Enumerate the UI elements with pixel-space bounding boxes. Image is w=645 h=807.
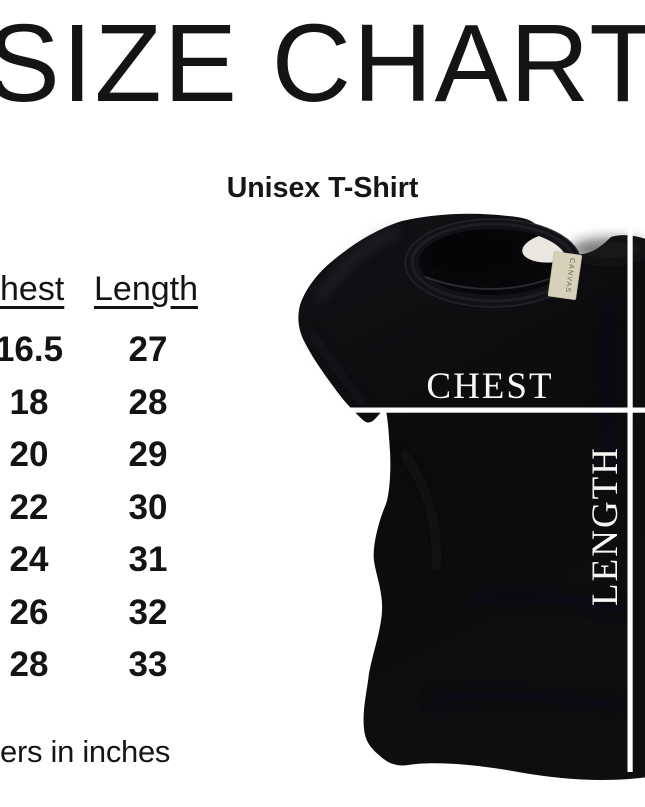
brand-tag-text: CANVAS xyxy=(564,257,576,293)
chest-measure-line xyxy=(336,407,645,413)
collar-brand-tag: CANVAS xyxy=(547,251,583,300)
collar: CANVAS xyxy=(404,218,583,308)
length-measure-line xyxy=(627,226,633,772)
length-value: 31 xyxy=(128,540,168,579)
collar-through-hole xyxy=(522,231,567,263)
units-footnote: ers in inches xyxy=(0,734,171,769)
length-value: 28 xyxy=(128,382,168,422)
chest-value: 20 xyxy=(9,435,49,474)
length-value: 33 xyxy=(128,645,168,684)
chest-label: CHEST xyxy=(426,366,553,407)
chest-value: 26 xyxy=(9,592,49,632)
shirt-silhouette xyxy=(298,213,645,780)
length-values-column: 27 28 29 30 31 32 33 xyxy=(68,324,228,692)
length-value: 30 xyxy=(128,487,168,527)
length-label: LENGTH xyxy=(585,446,626,606)
page-title: SIZE CHART xyxy=(0,2,645,125)
chest-values-column: 16.5 18 20 22 24 26 28 xyxy=(0,324,109,692)
chest-value: 18 xyxy=(9,382,49,422)
chest-value: 28 xyxy=(9,645,49,684)
length-value: 29 xyxy=(128,435,168,474)
fabric-wrinkles xyxy=(308,228,645,708)
chest-value: 24 xyxy=(9,540,49,579)
length-column-header: Length xyxy=(94,270,198,308)
length-value: 27 xyxy=(128,330,168,369)
chest-column-header: hest xyxy=(0,270,65,308)
length-value: 32 xyxy=(128,592,168,632)
page-subtitle: Unisex T-Shirt xyxy=(226,172,419,204)
chest-value: 16.5 xyxy=(0,330,64,369)
chest-value: 22 xyxy=(9,487,49,527)
